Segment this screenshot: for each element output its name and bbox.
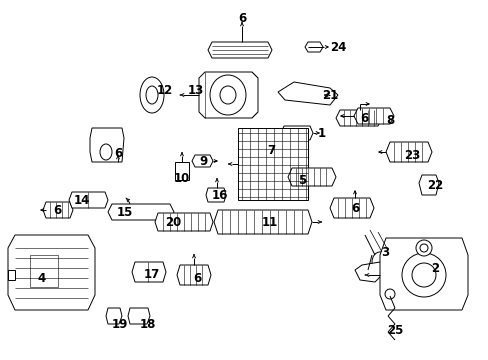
Text: 24: 24 [329,41,346,54]
Text: 1: 1 [317,126,325,140]
Text: 3: 3 [380,246,388,258]
Polygon shape [353,108,393,124]
Text: 18: 18 [140,319,156,332]
Text: 20: 20 [164,216,181,229]
Text: 6: 6 [114,147,122,159]
Ellipse shape [419,244,427,252]
Ellipse shape [415,240,431,256]
Text: 2: 2 [430,261,438,274]
Polygon shape [379,238,467,310]
Polygon shape [177,265,210,285]
Bar [30,255,58,287]
Polygon shape [90,128,124,162]
Bar [238,128,307,200]
Polygon shape [8,235,95,310]
Ellipse shape [371,252,387,272]
Text: 22: 22 [426,179,442,192]
Ellipse shape [100,144,112,160]
Text: 4: 4 [38,271,46,284]
Text: 23: 23 [403,149,419,162]
Text: 6: 6 [192,271,201,284]
Polygon shape [329,198,373,218]
Text: 11: 11 [262,216,278,229]
Text: 15: 15 [117,206,133,219]
Polygon shape [192,155,213,167]
Polygon shape [128,308,150,324]
Text: 19: 19 [112,319,128,332]
Text: 17: 17 [143,269,160,282]
Text: 21: 21 [321,89,337,102]
Ellipse shape [411,263,435,287]
Text: 6: 6 [237,12,245,24]
Polygon shape [354,262,384,282]
Ellipse shape [98,129,118,155]
Bar [175,162,189,180]
Text: 14: 14 [74,194,90,207]
Polygon shape [108,204,174,220]
Polygon shape [106,308,122,324]
Polygon shape [278,82,337,105]
Polygon shape [287,168,335,186]
Ellipse shape [384,289,394,299]
Polygon shape [305,42,323,52]
Text: 12: 12 [157,84,173,96]
Ellipse shape [209,75,245,115]
Text: 25: 25 [386,324,403,337]
Ellipse shape [103,136,113,148]
Text: 10: 10 [174,171,190,185]
Polygon shape [155,213,213,231]
Polygon shape [281,126,312,140]
Polygon shape [418,175,438,195]
Polygon shape [43,202,73,218]
Text: 8: 8 [385,113,393,126]
Text: 13: 13 [187,84,203,96]
Polygon shape [335,110,381,126]
Text: 16: 16 [211,189,228,202]
Text: 6: 6 [359,112,367,125]
Text: 9: 9 [200,154,208,167]
Ellipse shape [146,86,158,104]
Polygon shape [205,188,225,202]
Text: 7: 7 [266,144,274,157]
Polygon shape [207,42,271,58]
Polygon shape [199,72,258,118]
Text: 6: 6 [53,203,61,216]
Text: 6: 6 [350,202,358,215]
Text: 5: 5 [297,174,305,186]
Ellipse shape [140,77,163,113]
Polygon shape [132,262,165,282]
Polygon shape [69,192,108,208]
Ellipse shape [220,86,236,104]
Polygon shape [8,270,15,280]
Ellipse shape [401,253,445,297]
Polygon shape [385,142,431,162]
Polygon shape [214,210,311,234]
